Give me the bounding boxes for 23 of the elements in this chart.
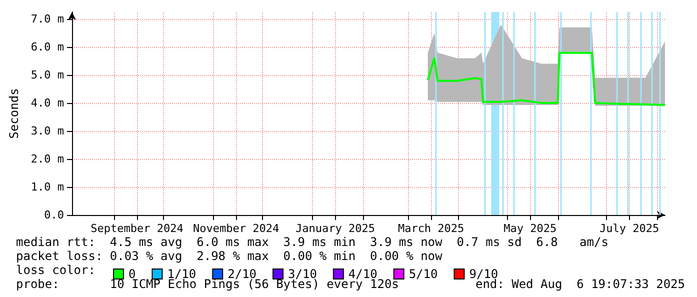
y-tick-label: 7.0 m [30,12,64,26]
x-tick-label: May 2025 [504,222,557,235]
y-tick-label: 4.0 m [30,96,64,110]
x-tick-label: November 2024 [193,222,280,235]
legend-label: 3/10 [288,267,317,281]
y-tick-label: 6.0 m [30,40,64,54]
legend-label: 5/10 [408,267,438,281]
line-series [426,52,666,106]
y-tick-label: 0.0 [44,208,64,222]
y-axis-title: Seconds [7,88,21,139]
text: median rtt: 4.5 ms avg 6.0 ms max 3.9 ms min 3.9 ms now 0.7 ms sd 6.8 am/s [16,235,608,249]
y-tick-label: 3.0 m [30,124,64,138]
x-tick-label: September 2024 [90,222,184,235]
y-tick-label: 5.0 m [30,68,64,82]
legend-title: loss color: [16,263,96,277]
y-tick-label: 1.0 m [30,180,64,194]
y-tick-label: 2.0 m [30,152,64,166]
legend-label: 4/10 [348,267,378,281]
x-tick-label: January 2025 [295,222,375,235]
x-tick-label: July 2025 [599,222,660,235]
text: packet loss: 0.03 % avg 2.98 % max 0.00 % min 0.00 % now [16,249,444,263]
legend-label: 1/10 [167,267,196,281]
x-tick-label: March 2025 [398,222,464,235]
